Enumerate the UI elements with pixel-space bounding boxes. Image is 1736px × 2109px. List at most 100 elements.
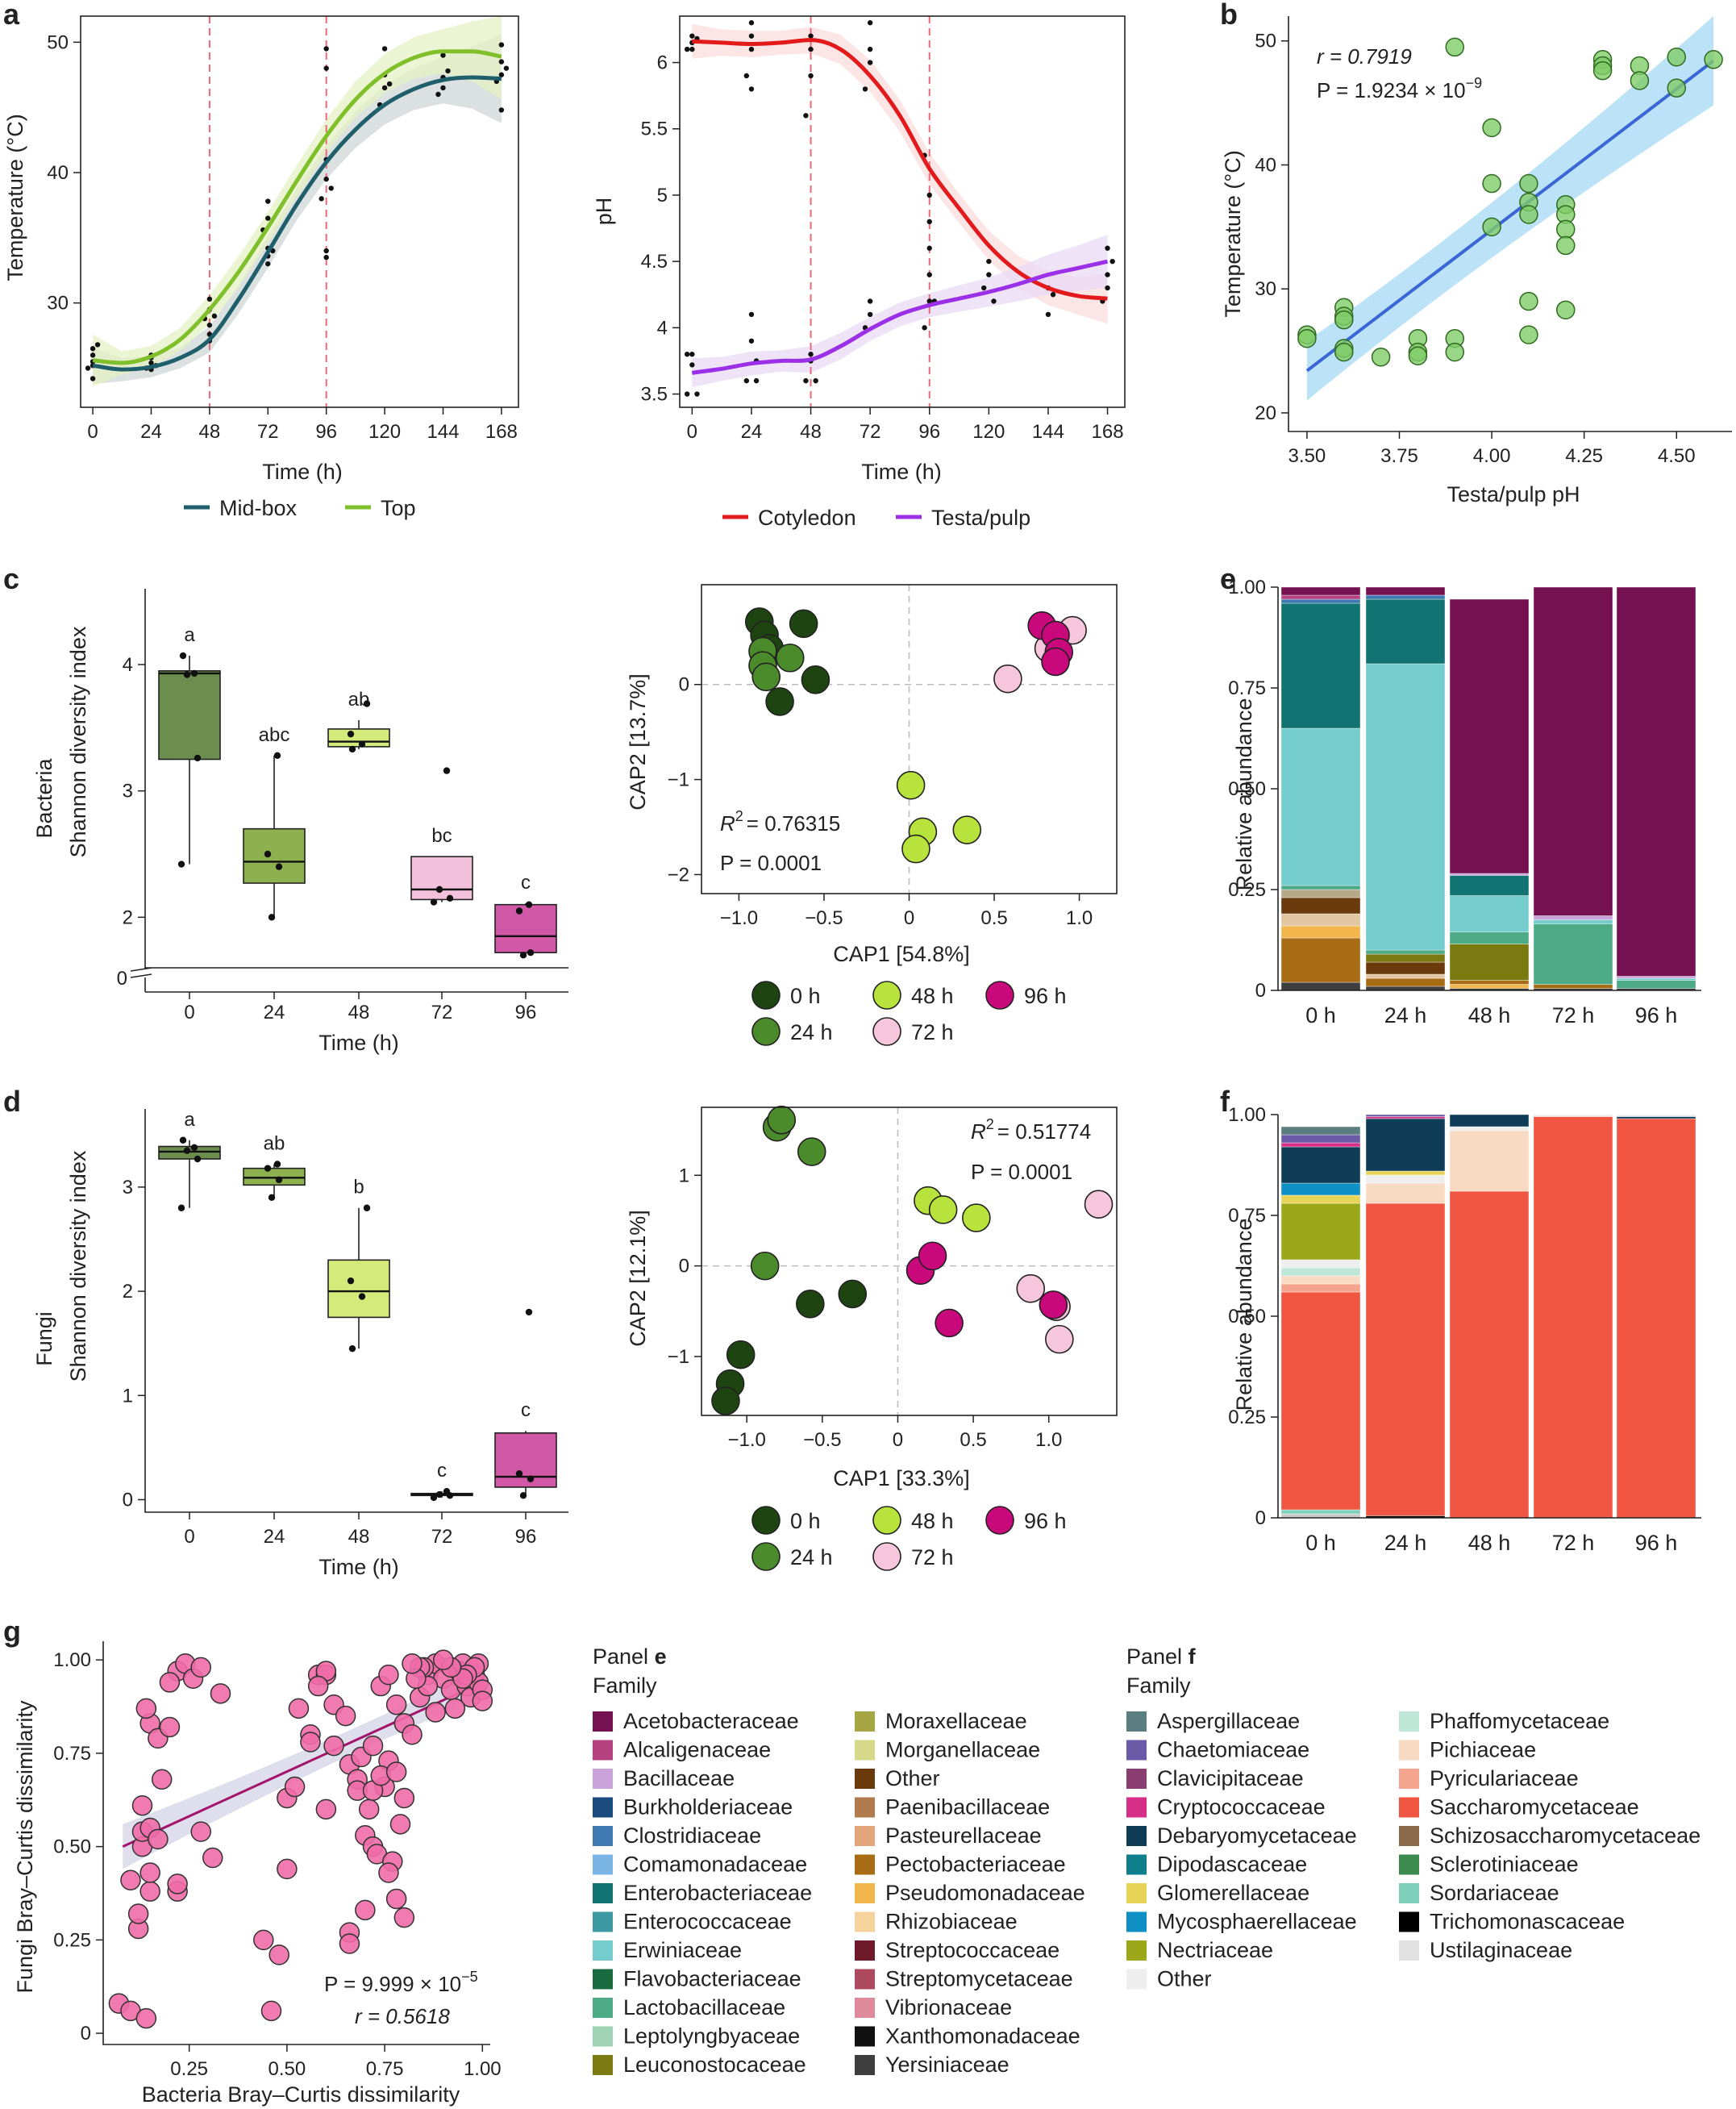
temperature-point — [503, 65, 510, 71]
fungi-stack-segment — [1280, 1134, 1361, 1144]
legend-e-swatch — [593, 1854, 613, 1875]
temp-ph-point — [1556, 300, 1576, 320]
ph-point — [986, 258, 992, 265]
bacteria-cap-ytick-label: −2 — [668, 864, 689, 886]
legend-e-swatch — [855, 1854, 875, 1875]
ph-ci-band — [692, 235, 1108, 388]
bacteria-stack-xtick-label: 24 h — [1384, 1003, 1427, 1027]
legend-e-swatch — [593, 1969, 613, 1990]
temp-ph-xtick-label: 4.00 — [1473, 445, 1511, 467]
bray-curtis-point — [260, 2000, 282, 2022]
bacteria-stack-segment — [1449, 895, 1530, 932]
fungi-stack-segment — [1280, 1142, 1361, 1148]
temperature-xtick-label: 48 — [199, 421, 221, 443]
legend-e-label: Clostridiaceae — [623, 1823, 761, 1848]
ph-xtick-label: 0 — [687, 421, 697, 443]
ph-point — [1105, 272, 1110, 277]
legend-e-title-letter: e — [655, 1644, 667, 1669]
bacteria-shannon-point — [430, 898, 438, 906]
fungi-stack-xtick-label: 0 h — [1305, 1531, 1336, 1555]
legend-label-testa-pulp: Testa/pulp — [931, 506, 1030, 530]
panel-label-g: g — [3, 1615, 21, 1648]
legend-e-label: Alcaligenaceae — [623, 1738, 771, 1762]
ph-point — [867, 60, 873, 65]
temp-ph-point — [1519, 291, 1538, 311]
bacteria-shannon-axis-break-mark — [130, 973, 152, 978]
bacteria-stack-segment — [1280, 982, 1361, 991]
fungi-cap-point — [838, 1279, 868, 1309]
bacteria-cap-xtick-label: 0 — [904, 907, 914, 929]
fungi-cap-legend-label: 72 h — [911, 1545, 954, 1569]
legend-f-label: Trichomonascaceae — [1430, 1910, 1625, 1934]
ph-point — [926, 298, 932, 304]
bray-curtis-point — [202, 1847, 223, 1869]
legend-e-title: Panel e — [593, 1644, 667, 1669]
temp-ph-point — [1371, 348, 1391, 367]
temp-ph-point — [1667, 78, 1686, 98]
fungi-cap-legend-label: 0 h — [790, 1509, 821, 1533]
fungi-shannon-ticks: 0 24 48 72 96 0 1 2 3 — [123, 1177, 537, 1548]
bray-curtis-ylabel: Fungi Bray–Curtis dissimilarity — [13, 1700, 37, 1994]
bacteria-stack-segment — [1280, 925, 1361, 939]
legend-e-swatch — [855, 1826, 875, 1846]
ph-point — [753, 377, 760, 384]
bacteria-stack-bars — [1280, 586, 1696, 991]
temperature-frame — [80, 15, 519, 408]
bacteria-shannon-group-letter: a — [184, 624, 195, 646]
legend-label-mid-box: Mid-box — [219, 496, 298, 520]
temp-ph-ci-band — [1306, 16, 1714, 401]
bacteria-shannon-point — [190, 669, 198, 677]
legend-f-swatch — [1399, 1911, 1419, 1932]
fungi-shannon-xtick-label: 24 — [264, 1526, 285, 1548]
bacteria-stack-segment — [1365, 961, 1446, 975]
fungi-shannon-point — [527, 1475, 535, 1482]
temp-ph-point — [1519, 325, 1538, 344]
fungi-stack-segment — [1616, 1114, 1696, 1117]
bacteria-shannon-point — [177, 861, 185, 868]
bacteria-shannon-box — [410, 856, 473, 901]
bray-curtis-point — [210, 1683, 231, 1704]
legend-f-swatch — [1399, 1883, 1419, 1903]
temperature-point — [211, 313, 218, 319]
temp-ph-points — [1297, 37, 1723, 367]
fungi-stack-segment — [1365, 1114, 1446, 1117]
bacteria-row-label: Bacteria — [32, 757, 56, 838]
legend-e-label: Lactobacillaceae — [623, 1995, 785, 2019]
bacteria-stack-xtick-label: 48 h — [1468, 1003, 1511, 1027]
ph-point — [808, 352, 814, 357]
bacteria-shannon-zero-label: 0 — [117, 968, 127, 990]
bacteria-cap-legend: 0 h 24 h 48 h 72 h 96 h — [751, 981, 1067, 1046]
ph-point — [1045, 311, 1051, 318]
bacteria-cap-legend-label: 24 h — [790, 1020, 833, 1044]
temperature-series-line — [92, 49, 502, 365]
ph-point — [748, 20, 755, 26]
temperature-point — [90, 376, 96, 381]
bray-curtis-p: P = 9.999 × 10−5 — [324, 1969, 478, 1996]
legend-f-label: Nectriaceae — [1157, 1938, 1273, 1962]
bacteria-stack-segment — [1449, 984, 1530, 989]
fungi-cap-ytick-label: −1 — [668, 1346, 689, 1368]
fungi-stack-segment — [1365, 1118, 1446, 1172]
ph-ytick-label: 6 — [657, 52, 668, 74]
fungi-cap-point — [1016, 1273, 1046, 1303]
temperature-point — [498, 107, 505, 113]
legend-f-swatch — [1126, 1854, 1147, 1875]
fungi-cap-ylabel: CAP2 [12.1%] — [626, 1210, 650, 1347]
bacteria-stack-segment — [1365, 953, 1446, 963]
bacteria-shannon-point — [179, 652, 187, 660]
bacteria-cap-legend-label: 48 h — [911, 984, 954, 1008]
fungi-shannon-xtick-label: 0 — [184, 1526, 194, 1548]
fungi-cap-xtick-label: 0.5 — [960, 1429, 986, 1451]
legend-e-swatch — [593, 2026, 613, 2047]
bacteria-stack-segment — [1365, 594, 1446, 600]
bacteria-stack-segment — [1280, 913, 1361, 927]
bacteria-stack-segment — [1533, 923, 1613, 985]
bacteria-cap-legend-swatch — [751, 981, 781, 1010]
temp-ph-xtick-label: 4.50 — [1658, 445, 1696, 467]
bacteria-shannon-point — [268, 914, 276, 921]
bacteria-shannon-point — [446, 894, 454, 902]
ph-point — [689, 46, 695, 52]
bacteria-shannon-xtick-label: 96 — [515, 1002, 537, 1023]
ph-xtick-label: 168 — [1092, 421, 1124, 443]
